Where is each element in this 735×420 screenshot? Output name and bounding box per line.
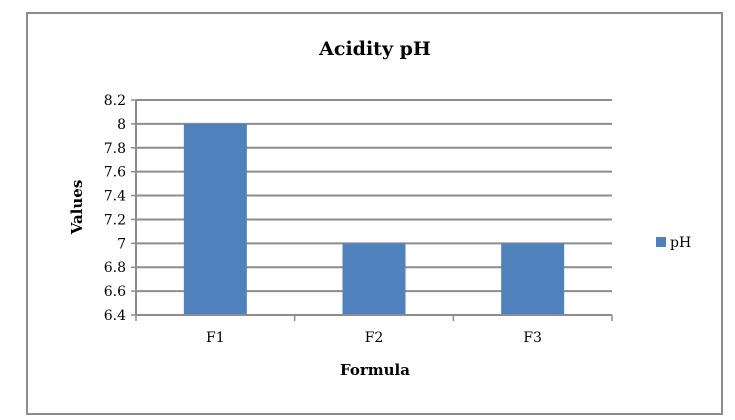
y-tick-label: 6.4 [104,308,126,324]
bar-f2 [342,243,406,315]
y-tick-label: 6.6 [104,284,126,300]
y-tick-label: 8 [117,117,126,133]
y-tick-label: 6.8 [104,260,126,276]
y-tick-label: 7.4 [104,189,126,205]
y-tick-label: 7 [117,236,126,252]
y-axis-title: Values [68,180,86,236]
bar-f1 [183,123,247,315]
y-tick-label: 8.2 [104,93,126,109]
x-tick-label: F1 [206,330,225,346]
y-tick-label: 7.2 [104,212,126,228]
x-axis-title: Formula [340,361,410,379]
y-tick-label: 7.6 [104,165,126,181]
bar-f3 [501,243,565,315]
legend-swatch [656,237,666,247]
chart-frame [26,12,723,415]
chart-title: Acidity pH [318,38,431,60]
x-tick-label: F2 [365,330,384,346]
legend-label: pH [670,235,691,251]
x-tick-label: F3 [523,330,542,346]
y-tick-label: 7.8 [104,141,126,157]
